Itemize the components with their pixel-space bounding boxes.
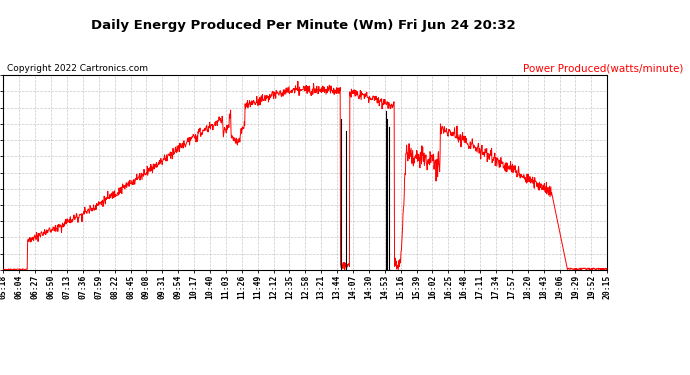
Text: Daily Energy Produced Per Minute (Wm) Fri Jun 24 20:32: Daily Energy Produced Per Minute (Wm) Fr… [91,19,516,32]
Text: Power Produced(watts/minute): Power Produced(watts/minute) [523,64,683,74]
Text: Copyright 2022 Cartronics.com: Copyright 2022 Cartronics.com [7,64,148,73]
